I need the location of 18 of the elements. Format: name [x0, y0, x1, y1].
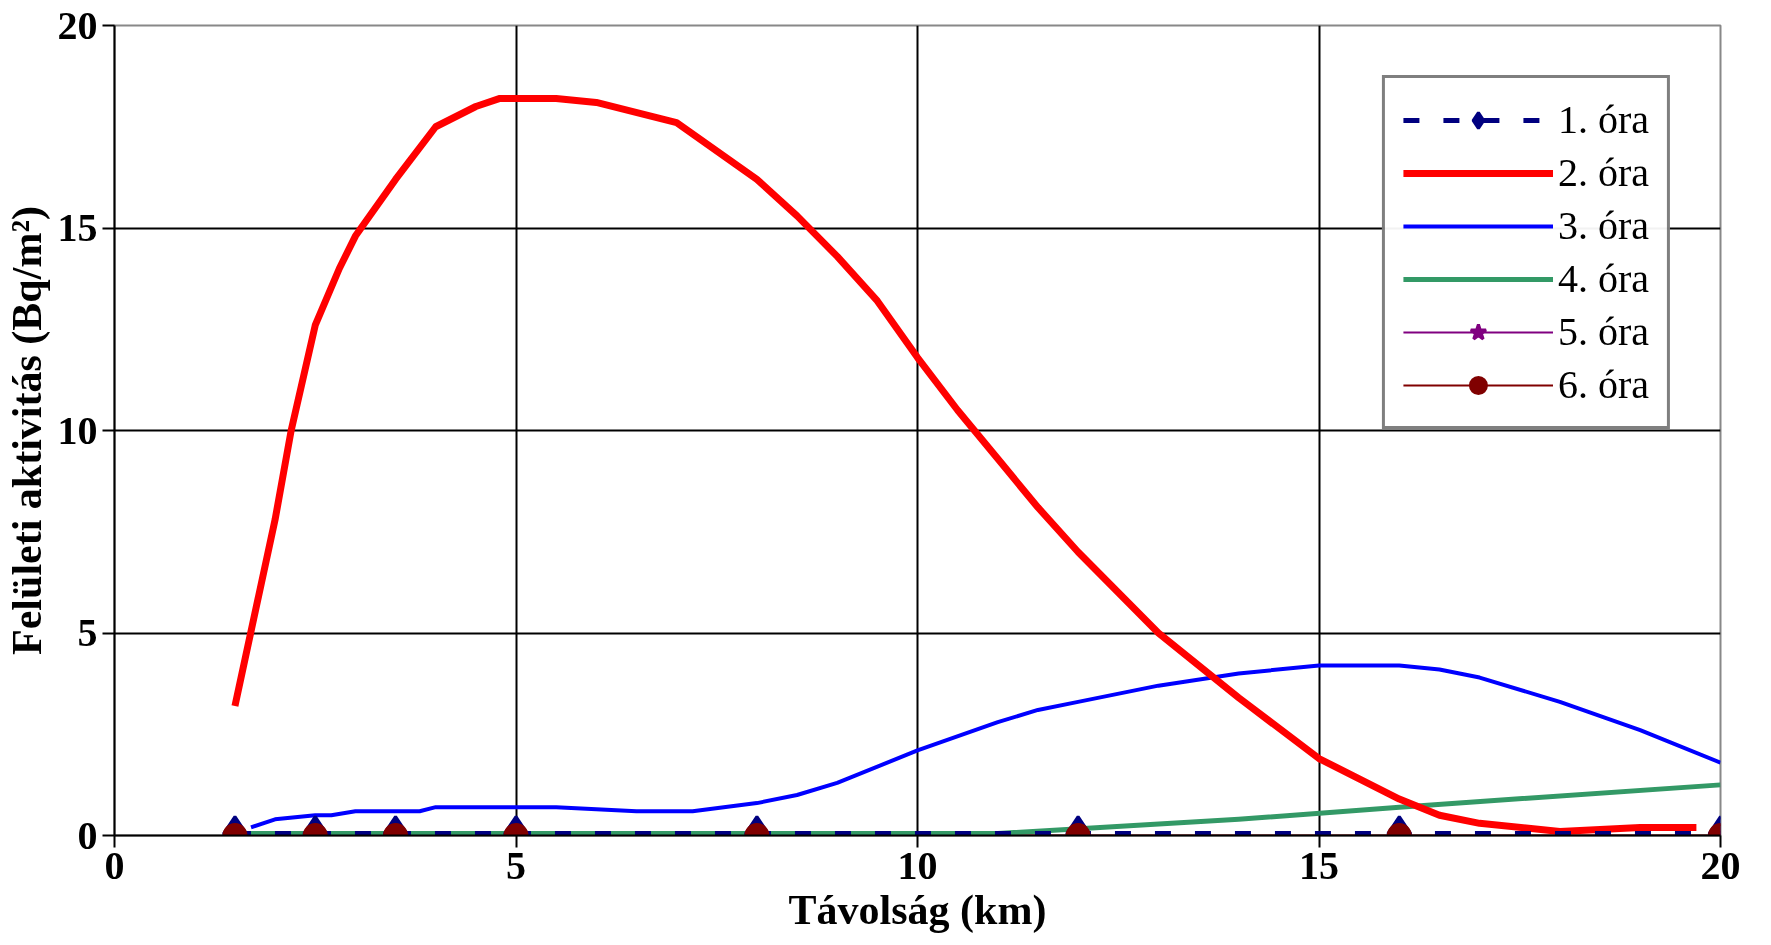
- legend-label: 3. óra: [1557, 202, 1649, 249]
- x-tick-label: 20: [1700, 842, 1741, 888]
- legend-label: 6. óra: [1557, 361, 1649, 408]
- y-tick-label: 10: [57, 407, 98, 453]
- y-tick-label: 5: [77, 610, 98, 655]
- y-tick-label: 20: [57, 2, 98, 48]
- x-tick-label: 10: [897, 842, 938, 888]
- legend-label: 2. óra: [1557, 149, 1649, 196]
- x-tick-label: 5: [506, 842, 526, 888]
- y-axis-title: Felületi aktivitás (Bq/m²): [3, 206, 51, 655]
- legend-label: 4. óra: [1557, 255, 1649, 302]
- legend-label: 1. óra: [1557, 96, 1649, 143]
- x-axis-title: Távolság (km): [788, 886, 1047, 934]
- y-tick-label: 0: [77, 812, 98, 858]
- line-series: [249, 663, 1721, 830]
- y-tick-label: 15: [57, 205, 98, 250]
- legend-label: 5. óra: [1557, 308, 1649, 355]
- x-tick-label: 15: [1299, 842, 1339, 888]
